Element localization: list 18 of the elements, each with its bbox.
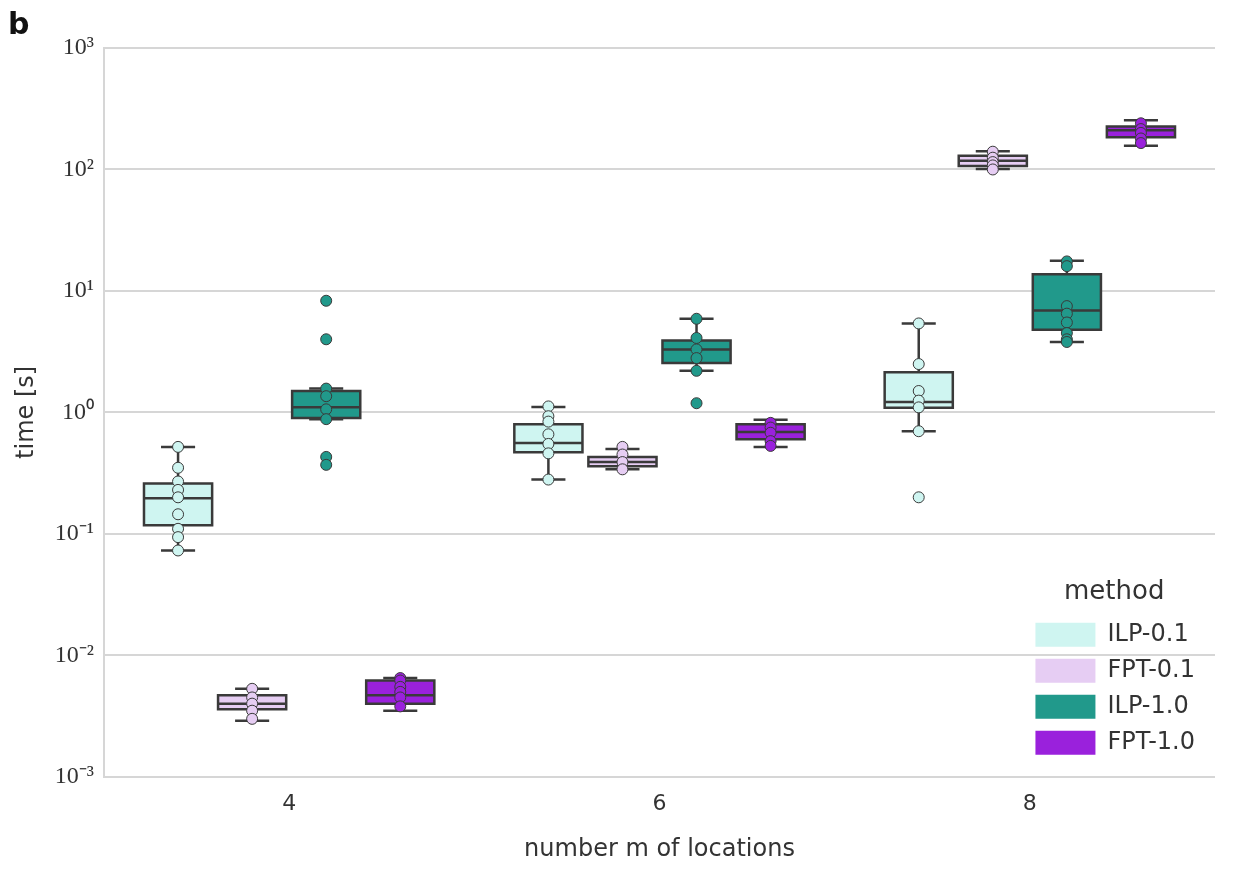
y-tick-label: 10⁻³ [54, 762, 94, 789]
y-tick-label: 10⁰ [62, 397, 94, 424]
y-axis-title: time [s] [10, 365, 39, 459]
y-tick-label: 10¹ [62, 276, 94, 303]
chart-title: b [8, 5, 30, 41]
legend-label: FPT-0.1 [1107, 655, 1195, 684]
y-tick-label: 10³ [62, 33, 94, 60]
y-tick-label: 10⁻² [54, 640, 94, 667]
x-tick-label: 8 [1022, 789, 1037, 815]
legend-label: ILP-0.1 [1107, 619, 1189, 648]
x-axis-title: number m of locations [524, 833, 795, 862]
x-tick-label: 6 [652, 789, 667, 815]
legend-label: ILP-1.0 [1107, 691, 1189, 720]
x-tick-label: 4 [282, 789, 297, 815]
legend-label: FPT-1.0 [1107, 727, 1195, 756]
y-tick-label: 10⁻¹ [54, 519, 94, 546]
legend-title: method [1064, 575, 1165, 606]
y-tick-label: 10² [62, 154, 94, 181]
